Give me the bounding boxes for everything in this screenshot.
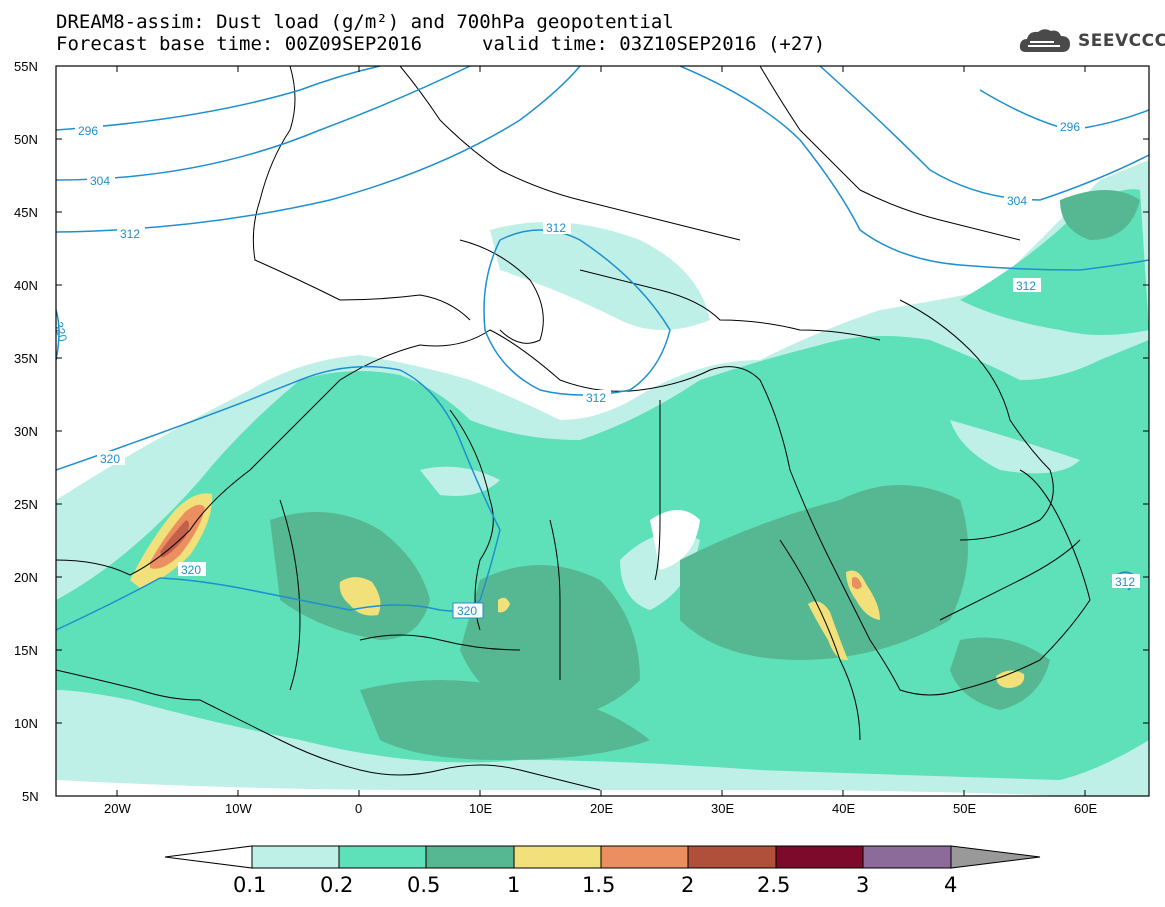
lat-label: 5N: [22, 789, 39, 804]
lat-label: 35N: [14, 351, 38, 366]
colorbar-segment: [338, 845, 427, 869]
dust-level-0.1: [490, 222, 710, 330]
colorbar-upper-arrow: [950, 845, 1041, 869]
dust-level-1: [498, 597, 510, 613]
lat-label: 50N: [14, 132, 38, 147]
dust-level-0.5: [1060, 190, 1140, 240]
colorbar-segment: [251, 845, 340, 869]
latitude-axis: 55N 50N 45N 40N 35N 30N 25N 20N 15N 10N …: [14, 59, 1149, 804]
contour-label: 312: [1016, 279, 1036, 293]
contour-label: 296: [1060, 120, 1080, 134]
dust-level-0.5: [680, 485, 968, 660]
contour-label: 320: [100, 452, 120, 466]
lon-label: 40E: [832, 801, 855, 816]
dust-level-0.5: [360, 680, 650, 760]
lat-label: 55N: [14, 59, 38, 74]
contour-label: 312: [586, 391, 606, 405]
map-title: DREAM8-assim: Dust load (g/m²) and 700hP…: [56, 11, 674, 33]
colorbar-label: 1.5: [582, 873, 615, 897]
lon-label: 10E: [469, 801, 492, 816]
contour-label: 304: [1007, 194, 1027, 208]
colorbar-segment: [600, 845, 689, 869]
lon-label: 60E: [1074, 801, 1097, 816]
colorbar-segment: [425, 845, 515, 869]
lon-label: 30E: [711, 801, 734, 816]
dust-level-1: [808, 601, 848, 661]
dust-level-1.5: [852, 577, 862, 589]
contour-label: 304: [90, 174, 110, 188]
colorbar-label: 3: [856, 873, 869, 897]
dust-level-1: [339, 577, 381, 616]
lon-label: 20W: [104, 801, 131, 816]
lon-label: 0: [355, 801, 362, 816]
lat-label: 20N: [14, 570, 38, 585]
dust-level-0.1: [950, 420, 1080, 474]
dust-field: 296 304 312 320 312 320 320 312 296 304 …: [51, 66, 1149, 796]
lat-label: 30N: [14, 424, 38, 439]
dust-level-1: [996, 670, 1025, 688]
contour-label: 312: [1115, 575, 1135, 589]
contour-label: 296: [78, 124, 98, 138]
contour-label: 320: [181, 563, 201, 577]
contour-label: 312: [546, 221, 566, 235]
dust-free-area: [650, 510, 700, 570]
lat-label: 40N: [14, 278, 38, 293]
contour-labels: 296 304 312 320 312 320 320 312 296 304 …: [51, 119, 1140, 619]
contour-label: 320: [51, 320, 70, 343]
seevccc-logo: SEEVCCC: [1018, 26, 1165, 56]
lon-label: 20E: [590, 801, 613, 816]
lat-label: 10N: [14, 716, 38, 731]
lat-label: 45N: [14, 205, 38, 220]
longitude-axis: 20W 10W 0 10E 20E 30E 40E 50E 60E: [104, 66, 1097, 816]
colorbar-label: 0.2: [320, 873, 353, 897]
lon-label: 10W: [225, 801, 252, 816]
contour-label: 312: [120, 227, 140, 241]
dust-level-0.2: [56, 336, 1149, 780]
colorbar-segment: [513, 845, 602, 869]
valid-time: valid time: 03Z10SEP2016 (+27): [482, 33, 826, 55]
colorbar-label: 1: [507, 873, 520, 897]
dust-level-0.5: [270, 512, 430, 640]
lat-label: 15N: [14, 643, 38, 658]
contour-label: 320: [457, 604, 477, 618]
colorbar-segment: [687, 845, 777, 869]
geopotential-contours: [56, 66, 1149, 631]
colorbar-segment: [775, 845, 864, 869]
forecast-base-time: Forecast base time: 00Z09SEP2016: [56, 33, 423, 55]
dust-level-2: [160, 520, 189, 558]
logo-text: SEEVCCC: [1078, 31, 1165, 51]
lat-label: 25N: [14, 497, 38, 512]
colorbar-label: 2: [681, 873, 694, 897]
colorbar-label: 4: [944, 873, 957, 897]
colorbar-label: 0.5: [407, 873, 440, 897]
colorbar-label: 2.5: [757, 873, 790, 897]
colorbar-segment: [862, 845, 952, 869]
lon-label: 50E: [953, 801, 976, 816]
colorbar-lower-arrow: [164, 845, 253, 869]
cloud-logo-icon: [1019, 29, 1070, 52]
colorbar-label: 0.1: [233, 873, 266, 897]
colorbar: 0.1 0.2 0.5 1 1.5 2 2.5 3 4: [164, 845, 1041, 897]
